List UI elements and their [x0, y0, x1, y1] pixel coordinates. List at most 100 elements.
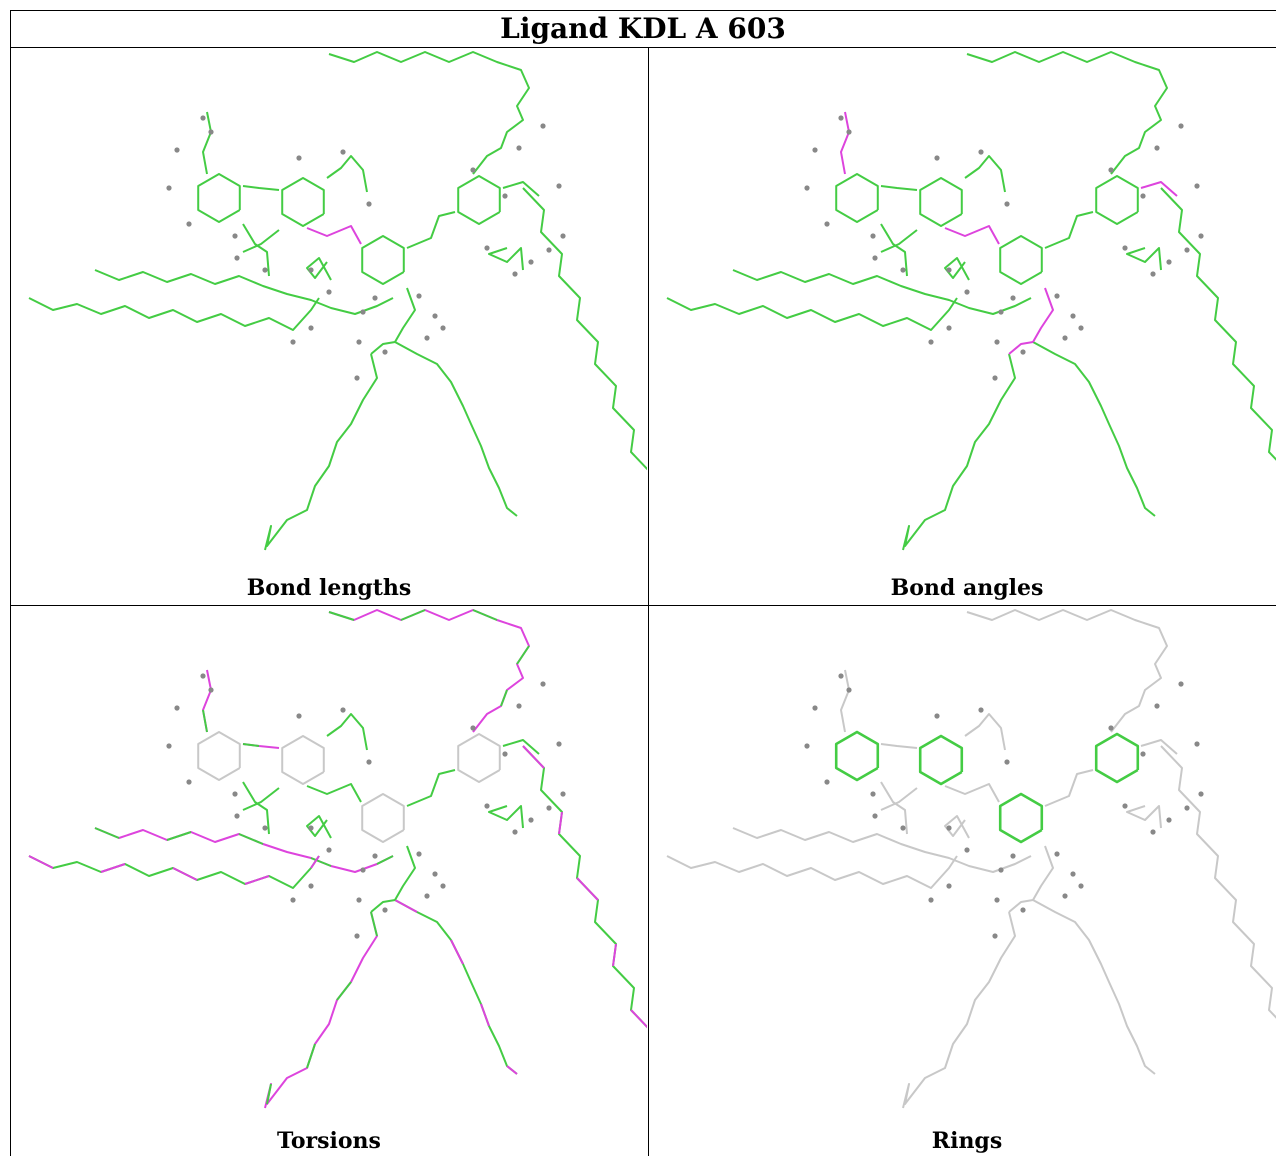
panel-bond-lengths: Bond lengths: [11, 48, 647, 601]
bond-segment-chainBottomLeft: [266, 1083, 272, 1105]
bond-chainBottomLeft: [264, 353, 378, 551]
hetero-atom: [484, 803, 490, 809]
bond-chainLower: [666, 855, 958, 889]
hetero-atom: [1150, 829, 1156, 835]
bond-segment-chainBottomMid: [480, 1003, 490, 1027]
bond-chainTop: [966, 51, 1168, 175]
bond-tbu1: [306, 815, 332, 839]
bond-chainLower: [666, 297, 958, 331]
hetero-atom: [1166, 259, 1172, 265]
hetero-atom: [1020, 907, 1026, 913]
hetero-atom: [1020, 349, 1026, 355]
bond-tbu1: [306, 257, 332, 281]
hetero-atom: [354, 933, 360, 939]
bond-subB: [326, 713, 368, 751]
bond-ring4: [1095, 175, 1139, 225]
title-divider: [10, 47, 1276, 48]
bond-segment-chainRight: [612, 943, 617, 967]
hetero-atom: [382, 349, 388, 355]
hetero-atom: [556, 183, 562, 189]
hetero-atom: [838, 673, 844, 679]
hetero-atom: [366, 201, 372, 207]
hetero-atom: [1070, 313, 1076, 319]
hetero-atom: [998, 867, 1004, 873]
hetero-atom: [812, 705, 818, 711]
bond-chainRight: [1160, 187, 1276, 461]
hetero-atom: [308, 883, 314, 889]
bond-segment-chainTop: [500, 689, 508, 707]
bond-tbu2: [1126, 805, 1162, 829]
hetero-atom: [1062, 335, 1068, 341]
hetero-atom: [290, 897, 296, 903]
hetero-atom: [416, 293, 422, 299]
hetero-atom: [1010, 295, 1016, 301]
hetero-atom: [296, 713, 302, 719]
bond-linkB: [370, 899, 396, 913]
hetero-atom: [900, 825, 906, 831]
hetero-atom: [928, 897, 934, 903]
hetero-atom: [1194, 741, 1200, 747]
bond-segment-chainBottomMid: [506, 1065, 518, 1075]
hetero-atom: [846, 687, 852, 693]
bond-ring2: [281, 177, 325, 227]
hetero-atom: [360, 867, 366, 873]
bond-subA: [840, 669, 850, 733]
column-divider: [648, 47, 649, 1156]
caption-rings: Rings: [931, 1128, 1003, 1154]
bond-chainBottomMid: [394, 341, 518, 517]
hetero-atom: [928, 339, 934, 345]
hetero-atom: [234, 813, 240, 819]
hetero-atom: [1078, 883, 1084, 889]
bond-segment-chainBottomLeft: [370, 911, 378, 937]
hetero-atom: [540, 123, 546, 129]
hetero-atom: [166, 185, 172, 191]
figure-title: Ligand KDL A 603: [500, 12, 786, 45]
bond-subC: [880, 223, 908, 277]
bond-segment-chainTop: [400, 609, 426, 621]
bond-chainRight: [522, 745, 647, 1029]
bond-linkD: [306, 783, 362, 803]
hetero-atom: [992, 375, 998, 381]
hetero-atom: [186, 779, 192, 785]
left-border: [10, 10, 11, 1156]
hetero-atom: [1078, 325, 1084, 331]
hetero-atom: [1150, 271, 1156, 277]
hetero-atom: [560, 233, 566, 239]
bond-linkD: [944, 783, 1000, 803]
hetero-atom: [556, 741, 562, 747]
bond-linkD: [944, 225, 1000, 245]
bond-ring1: [834, 730, 880, 782]
bond-ring3: [998, 792, 1044, 844]
hetero-atom: [546, 247, 552, 253]
hetero-atom: [502, 751, 508, 757]
hetero-atom: [356, 339, 362, 345]
hetero-atom: [934, 713, 940, 719]
hetero-atom: [308, 325, 314, 331]
hetero-atom: [1108, 167, 1114, 173]
hetero-atom: [546, 805, 552, 811]
bond-subC: [880, 781, 908, 835]
bond-chainUpperLeft: [732, 269, 1032, 315]
hetero-atom: [1154, 145, 1160, 151]
bond-ring3: [361, 235, 405, 285]
bond-segment-chainLower: [28, 855, 54, 869]
bond-linkB: [1008, 341, 1034, 355]
hetero-atom: [470, 725, 476, 731]
bond-chainLower: [28, 855, 320, 889]
hetero-atom: [262, 825, 268, 831]
hetero-atom: [872, 255, 878, 261]
bond-subD: [242, 787, 280, 811]
hetero-atom: [326, 289, 332, 295]
bond-chainUpperLeft: [732, 827, 1032, 873]
hetero-atom: [290, 339, 296, 345]
hetero-atom: [978, 149, 984, 155]
hetero-atom: [308, 267, 314, 273]
hetero-atom: [1184, 247, 1190, 253]
molecule-rings: [666, 609, 1276, 1109]
hetero-atom: [804, 743, 810, 749]
hetero-atom: [432, 871, 438, 877]
caption-bond-lengths: Bond lengths: [246, 575, 412, 601]
bond-ring1: [197, 731, 241, 781]
bond-linkF: [1140, 181, 1178, 197]
hetero-atom: [200, 115, 206, 121]
